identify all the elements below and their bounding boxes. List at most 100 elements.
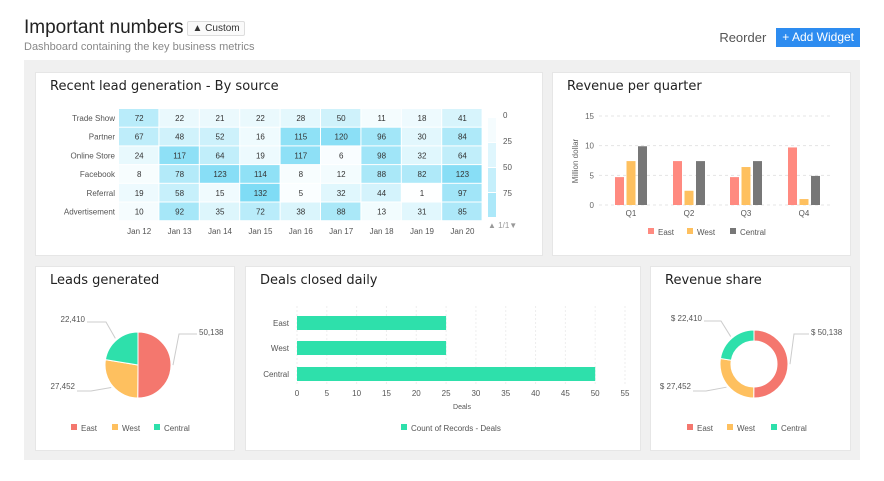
heatmap-cell bbox=[442, 146, 482, 165]
cell-value: 72 bbox=[135, 114, 144, 123]
x-tick-label: 15 bbox=[382, 389, 391, 398]
y-tick-label: 10 bbox=[585, 142, 594, 151]
legend-label: 75 bbox=[503, 189, 512, 198]
legend-swatch bbox=[687, 424, 693, 430]
x-tick-label: 10 bbox=[352, 389, 361, 398]
legend-swatch bbox=[112, 424, 118, 430]
heatmap-cell bbox=[361, 183, 401, 202]
heatmap-cell bbox=[159, 165, 199, 183]
widget-title: Recent lead generation - By source bbox=[50, 79, 279, 94]
label-leader bbox=[789, 333, 809, 365]
row-label: Online Store bbox=[71, 151, 116, 160]
heatmap-cell bbox=[321, 183, 361, 202]
heatmap-cell bbox=[199, 202, 240, 221]
cell-value: 18 bbox=[418, 114, 427, 123]
heatmap-cell bbox=[280, 109, 320, 127]
legend-label: West bbox=[737, 424, 756, 433]
y-tick-label: 15 bbox=[585, 112, 594, 121]
cell-value: 8 bbox=[137, 170, 142, 179]
bar-east bbox=[730, 177, 739, 205]
heatmap-cell bbox=[280, 183, 320, 202]
heatmap-cell bbox=[240, 165, 280, 183]
widget-title: Revenue per quarter bbox=[567, 79, 702, 94]
legend-label: East bbox=[81, 424, 98, 433]
cell-value: 92 bbox=[175, 208, 184, 217]
heatmap-cell bbox=[442, 183, 482, 202]
legend-swatch bbox=[71, 424, 77, 430]
heatmap-cell bbox=[361, 109, 401, 127]
cell-value: 32 bbox=[418, 151, 427, 160]
heatmap-cell bbox=[199, 146, 240, 165]
heatmap-cell bbox=[119, 146, 159, 165]
row-label: Facebook bbox=[80, 170, 116, 179]
custom-badge[interactable]: ▲ Custom bbox=[187, 20, 245, 36]
heatmap-cell bbox=[240, 127, 280, 146]
heatmap-cell bbox=[240, 109, 280, 127]
bar bbox=[297, 367, 596, 381]
x-tick-label: Q1 bbox=[626, 209, 637, 218]
cell-value: 84 bbox=[458, 133, 467, 142]
heatmap-cell bbox=[442, 109, 482, 127]
heatmap-cell bbox=[361, 165, 401, 183]
cell-value: 19 bbox=[256, 151, 265, 160]
bar-central bbox=[811, 175, 820, 205]
slice-central bbox=[104, 331, 139, 366]
value-label: $ 50,138 bbox=[811, 328, 843, 337]
y-tick-label: Central bbox=[263, 370, 289, 379]
y-tick-label: 0 bbox=[590, 201, 595, 210]
bar-central bbox=[753, 161, 762, 205]
deals-widget: Deals closed daily 0 5 10 15 20 25 30 35 40 45 50 5… bbox=[245, 266, 641, 451]
cell-value: 38 bbox=[296, 208, 305, 217]
leads-widget: Leads generated 50,138 27,452 22,410 East We… bbox=[35, 266, 235, 451]
x-tick-label: 25 bbox=[442, 389, 451, 398]
heatmap-cell bbox=[321, 165, 361, 183]
cell-value: 48 bbox=[175, 133, 184, 142]
custom-badge-label: Custom bbox=[205, 22, 240, 34]
label-leader bbox=[87, 321, 116, 339]
heatmap-cell bbox=[361, 146, 401, 165]
y-tick-label: 5 bbox=[590, 171, 595, 180]
x-tick-label: 55 bbox=[621, 389, 630, 398]
heatmap-cell bbox=[280, 165, 320, 183]
heatmap-cell bbox=[321, 127, 361, 146]
reorder-button[interactable]: Reorder bbox=[719, 30, 767, 45]
slice-central bbox=[719, 329, 755, 361]
legend-swatch bbox=[154, 424, 160, 430]
bar-east bbox=[615, 177, 624, 205]
y-tick-label: West bbox=[271, 344, 290, 353]
heatmap-cell bbox=[401, 183, 442, 202]
legend-swatch bbox=[488, 168, 496, 192]
bar-central bbox=[638, 146, 647, 205]
slice-west bbox=[104, 359, 139, 399]
cell-value: 50 bbox=[337, 114, 346, 123]
x-tick-label: 35 bbox=[501, 389, 510, 398]
legend-swatch bbox=[488, 193, 496, 217]
cell-value: 22 bbox=[256, 114, 265, 123]
heatmap-cell bbox=[401, 202, 442, 221]
legend-swatch bbox=[488, 118, 496, 142]
add-widget-button[interactable]: + Add Widget bbox=[776, 28, 860, 47]
cell-value: 115 bbox=[294, 133, 307, 142]
cell-value: 117 bbox=[294, 151, 307, 160]
y-axis-label: Million dollar bbox=[571, 138, 580, 183]
label-leader bbox=[77, 387, 112, 392]
cell-value: 24 bbox=[135, 151, 144, 160]
legend-swatch bbox=[488, 143, 496, 167]
legend-swatch bbox=[730, 228, 736, 234]
cell-value: 44 bbox=[377, 189, 386, 198]
column-label: Jan 19 bbox=[410, 227, 435, 236]
legend-label: Central bbox=[740, 228, 766, 237]
heatmap-cell bbox=[240, 202, 280, 221]
revenue-donut-chart: $ 50,138 $ 27,452 $ 22,410 East West Central bbox=[660, 314, 843, 433]
legend-swatch bbox=[727, 424, 733, 430]
x-tick-label: 45 bbox=[561, 389, 570, 398]
column-label: Jan 16 bbox=[289, 227, 314, 236]
legend-label: West bbox=[122, 424, 141, 433]
cell-value: 35 bbox=[216, 208, 225, 217]
heatmap-widget: Recent lead generation - By source Trade… bbox=[35, 72, 543, 256]
cell-value: 117 bbox=[173, 151, 186, 160]
row-label: Referral bbox=[87, 189, 116, 198]
heatmap-cell bbox=[199, 127, 240, 146]
legend-label: West bbox=[697, 228, 716, 237]
x-tick-label: Q2 bbox=[684, 209, 695, 218]
